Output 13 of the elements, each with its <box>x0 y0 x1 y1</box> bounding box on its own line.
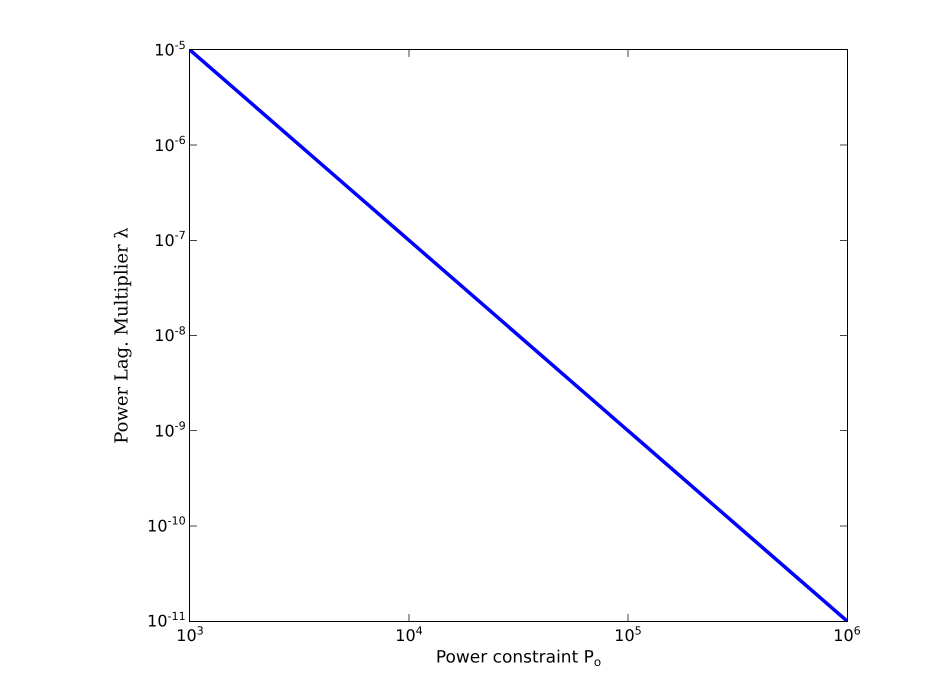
y-tick-label: 10$^{-10}$ <box>147 514 186 536</box>
x-tick-label: 10$^{6}$ <box>833 624 861 646</box>
line-series <box>190 50 847 621</box>
y-tick-label: 10$^{-5}$ <box>154 38 186 60</box>
x-tick-label: 10$^{5}$ <box>614 624 642 646</box>
x-tick-label: 10$^{4}$ <box>395 624 423 646</box>
x-axis-title: Power constraint P$_{o}$ <box>436 648 602 670</box>
y-tick-label: 10$^{-7}$ <box>154 229 186 250</box>
y-tick-label: 10$^{-9}$ <box>154 420 186 440</box>
y-tick-label: 10$^{-6}$ <box>154 134 186 155</box>
y-axis-title: Power Lag. Multiplier λ <box>111 227 132 444</box>
x-tick-label: 10$^{3}$ <box>176 624 204 646</box>
y-tick-label: 10$^{-8}$ <box>154 324 186 346</box>
